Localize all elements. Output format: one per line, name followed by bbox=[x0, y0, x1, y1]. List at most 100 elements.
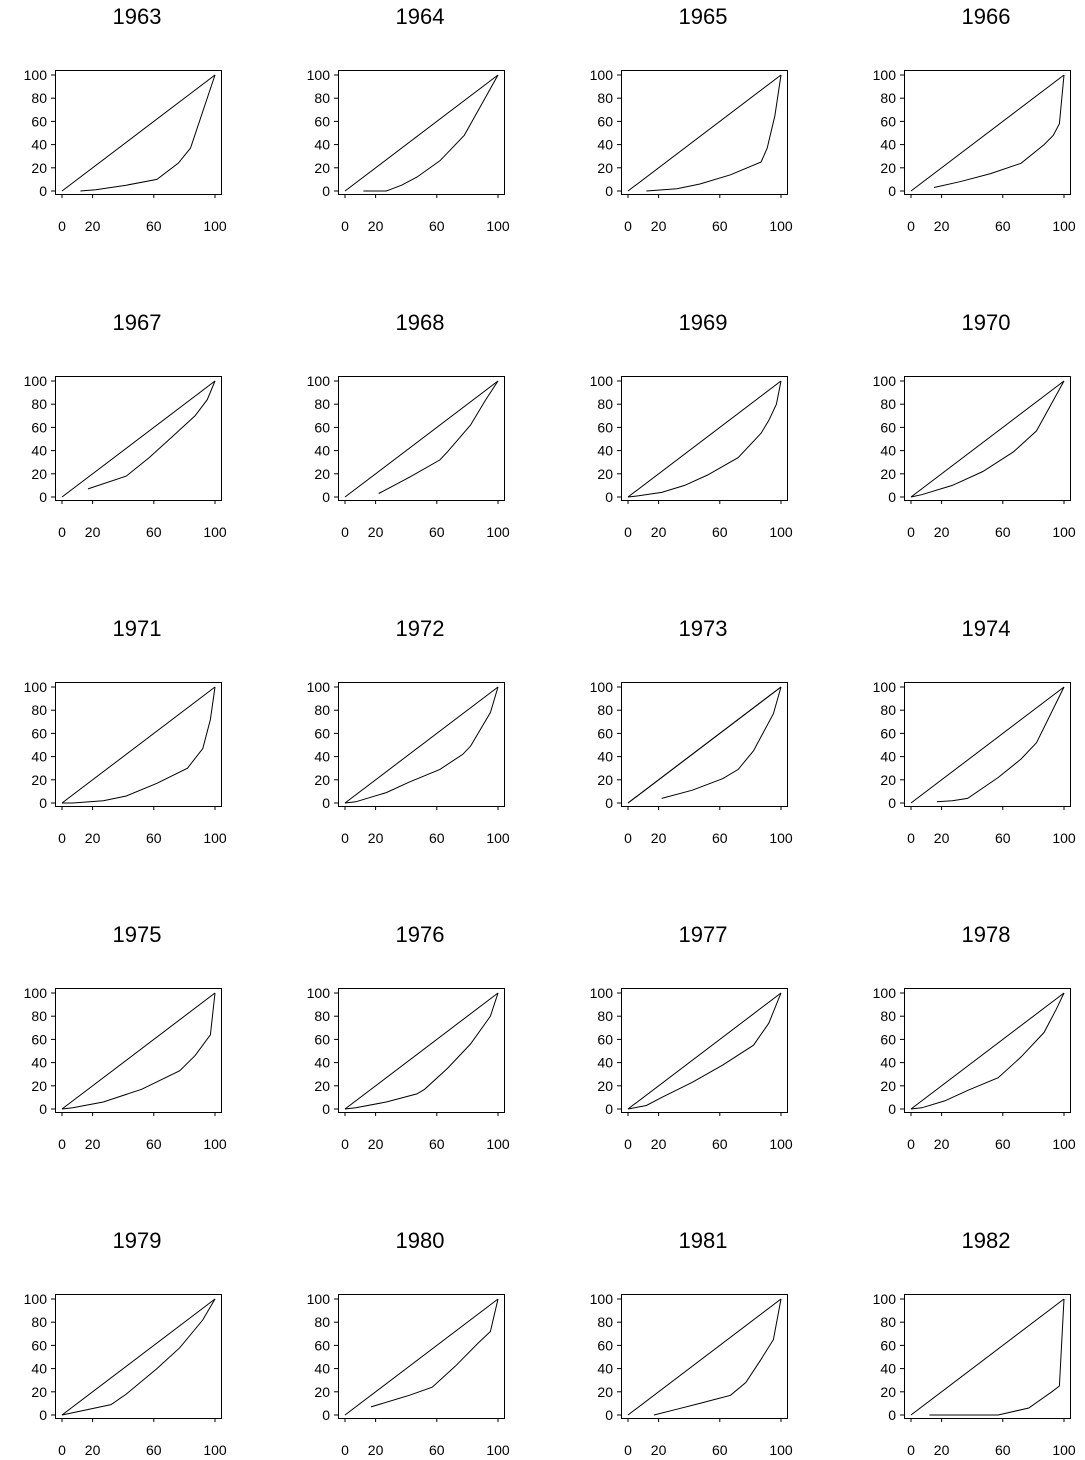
chart-panel: 1977 0 20 40 60 80 100 0 20 60 100 bbox=[590, 922, 793, 1152]
x-tick-label: 0 bbox=[341, 830, 349, 846]
chart-panel: 1971 0 20 40 60 80 100 0 20 60 100 bbox=[24, 616, 227, 846]
y-tick-label: 60 bbox=[880, 113, 896, 129]
lorenz-curve bbox=[87, 380, 216, 490]
y-tick-label: 60 bbox=[314, 113, 330, 129]
chart-title: 1975 bbox=[113, 922, 162, 947]
y-tick-label: 40 bbox=[597, 137, 613, 153]
x-tick-label: 20 bbox=[85, 1136, 101, 1152]
x-tick-label: 0 bbox=[341, 1442, 349, 1458]
y-tick-label: 60 bbox=[31, 113, 47, 129]
y-tick-label: 100 bbox=[590, 373, 614, 389]
y-tick-label: 20 bbox=[597, 160, 613, 176]
lorenz-curve bbox=[61, 992, 216, 1110]
y-tick-label: 100 bbox=[307, 1291, 331, 1307]
y-tick-label: 60 bbox=[880, 419, 896, 435]
y-tick-label: 0 bbox=[888, 1101, 896, 1117]
y-tick-label: 0 bbox=[605, 1407, 613, 1423]
x-tick-label: 100 bbox=[203, 218, 227, 234]
y-tick-label: 40 bbox=[880, 443, 896, 459]
x-tick-label: 100 bbox=[486, 524, 510, 540]
y-tick-label: 60 bbox=[314, 1031, 330, 1047]
y-tick-label: 60 bbox=[597, 113, 613, 129]
y-tick-label: 20 bbox=[314, 466, 330, 482]
plot-frame bbox=[621, 376, 788, 501]
chart-panel: 1975 0 20 40 60 80 100 0 20 60 100 bbox=[24, 922, 227, 1152]
x-tick-label: 20 bbox=[651, 1136, 667, 1152]
y-tick-label: 80 bbox=[880, 396, 896, 412]
x-tick-label: 0 bbox=[907, 830, 915, 846]
plot-frame bbox=[338, 988, 505, 1113]
y-tick-label: 80 bbox=[597, 396, 613, 412]
plot-frame bbox=[621, 1294, 788, 1419]
x-tick-label: 100 bbox=[1052, 218, 1076, 234]
x-tick-label: 60 bbox=[712, 524, 728, 540]
x-tick-label: 100 bbox=[203, 1136, 227, 1152]
plot-frame bbox=[338, 682, 505, 807]
y-tick-label: 20 bbox=[880, 1078, 896, 1094]
chart-title: 1976 bbox=[396, 922, 445, 947]
y-tick-label: 20 bbox=[31, 466, 47, 482]
x-tick-label: 0 bbox=[624, 830, 632, 846]
lorenz-curve bbox=[344, 686, 499, 804]
plot-frame bbox=[55, 988, 222, 1113]
x-tick-label: 20 bbox=[368, 1136, 384, 1152]
y-tick-label: 40 bbox=[880, 1055, 896, 1071]
x-tick-label: 100 bbox=[203, 524, 227, 540]
x-tick-label: 60 bbox=[429, 830, 445, 846]
y-tick-label: 100 bbox=[307, 67, 331, 83]
y-tick-label: 80 bbox=[314, 702, 330, 718]
chart-panel: 1966 0 20 40 60 80 100 0 20 60 100 bbox=[873, 4, 1076, 234]
x-tick-label: 0 bbox=[907, 1442, 915, 1458]
x-tick-label: 100 bbox=[769, 524, 793, 540]
lorenz-curve bbox=[661, 686, 782, 799]
x-tick-label: 20 bbox=[85, 830, 101, 846]
plot-frame bbox=[904, 70, 1071, 195]
y-tick-label: 80 bbox=[31, 702, 47, 718]
chart-title: 1968 bbox=[396, 310, 445, 335]
plot-frame bbox=[55, 376, 222, 501]
x-tick-label: 20 bbox=[368, 218, 384, 234]
y-tick-label: 100 bbox=[307, 985, 331, 1001]
y-tick-label: 0 bbox=[39, 489, 47, 505]
y-tick-label: 40 bbox=[597, 749, 613, 765]
y-tick-label: 80 bbox=[31, 1314, 47, 1330]
y-tick-label: 0 bbox=[605, 183, 613, 199]
y-tick-label: 60 bbox=[31, 1337, 47, 1353]
chart-title: 1965 bbox=[679, 4, 728, 29]
y-tick-label: 0 bbox=[605, 795, 613, 811]
chart-panel: 1970 0 20 40 60 80 100 0 20 60 100 bbox=[873, 310, 1076, 540]
y-tick-label: 60 bbox=[597, 1337, 613, 1353]
plot-frame bbox=[55, 1294, 222, 1419]
equality-line bbox=[61, 380, 216, 498]
x-tick-label: 60 bbox=[995, 1136, 1011, 1152]
y-tick-label: 60 bbox=[597, 725, 613, 741]
x-tick-label: 20 bbox=[934, 1136, 950, 1152]
y-tick-label: 80 bbox=[880, 1314, 896, 1330]
x-tick-label: 20 bbox=[651, 218, 667, 234]
y-tick-label: 100 bbox=[24, 1291, 48, 1307]
y-tick-label: 20 bbox=[880, 160, 896, 176]
chart-panel: 1976 0 20 40 60 80 100 0 20 60 100 bbox=[307, 922, 510, 1152]
y-tick-label: 60 bbox=[314, 419, 330, 435]
equality-line bbox=[627, 992, 782, 1110]
equality-line bbox=[627, 74, 782, 192]
y-tick-label: 20 bbox=[597, 466, 613, 482]
y-tick-label: 0 bbox=[888, 795, 896, 811]
y-tick-label: 40 bbox=[880, 1361, 896, 1377]
y-tick-label: 60 bbox=[31, 1031, 47, 1047]
x-tick-label: 0 bbox=[58, 218, 66, 234]
y-tick-label: 100 bbox=[873, 985, 897, 1001]
chart-panel: 1963 0 20 40 60 80 100 0 20 60 100 bbox=[24, 4, 227, 234]
x-tick-label: 100 bbox=[203, 1442, 227, 1458]
x-tick-label: 60 bbox=[146, 830, 162, 846]
x-tick-label: 0 bbox=[624, 1442, 632, 1458]
equality-line bbox=[61, 992, 216, 1110]
y-tick-label: 40 bbox=[597, 1055, 613, 1071]
y-tick-label: 60 bbox=[880, 725, 896, 741]
y-tick-label: 20 bbox=[880, 1384, 896, 1400]
y-tick-label: 0 bbox=[39, 1101, 47, 1117]
chart-panel: 1964 0 20 40 60 80 100 0 20 60 100 bbox=[307, 4, 510, 234]
equality-line bbox=[61, 1298, 216, 1416]
y-tick-label: 60 bbox=[314, 1337, 330, 1353]
y-tick-label: 60 bbox=[31, 725, 47, 741]
